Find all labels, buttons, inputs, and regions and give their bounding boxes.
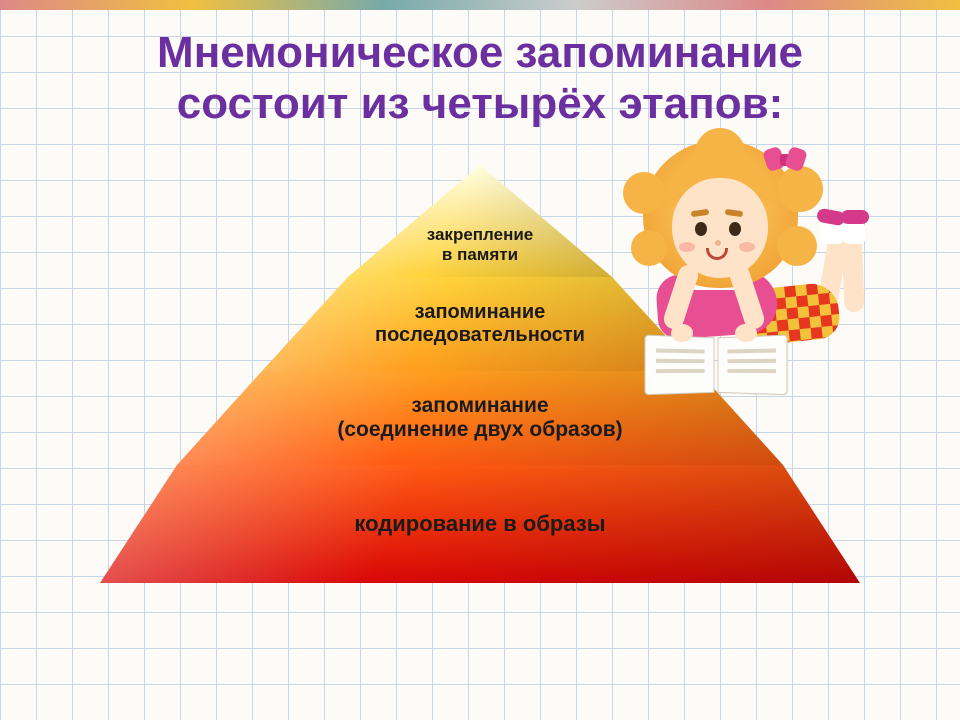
title-line-1: Мнемоническое запоминание [157,28,803,77]
hand-shape [671,324,693,342]
pyramid-tier-4: кодирование в образы [100,465,860,583]
eye-shape [695,222,707,236]
face-shape [672,178,768,278]
girl-reading-illustration [617,144,882,414]
bow-shape [765,148,805,176]
hair-curl [631,230,667,266]
page-title: Мнемоническое запоминание состоит из чет… [0,0,960,129]
open-book [641,336,791,398]
hair-curl [623,172,665,214]
book-page [718,335,788,396]
nose-shape [715,240,721,246]
book-page [644,335,714,396]
tier-label: запоминание (соединение двух образов) [337,394,622,442]
sock-shape [843,222,865,244]
eye-shape [729,222,741,236]
tier-label: закрепление в памяти [427,178,534,264]
hair-curl [777,226,817,266]
cheek-shape [679,242,695,252]
title-line-2: состоит из четырёх этапов: [177,79,784,128]
shoe-shape [841,210,869,224]
tier-label: запоминание последовательности [375,301,585,347]
tier-label: кодирование в образы [354,511,605,536]
pyramid-tier-1: закрепление в памяти [348,165,612,277]
hand-shape [735,324,757,342]
cheek-shape [739,242,755,252]
sock-shape [821,222,843,244]
